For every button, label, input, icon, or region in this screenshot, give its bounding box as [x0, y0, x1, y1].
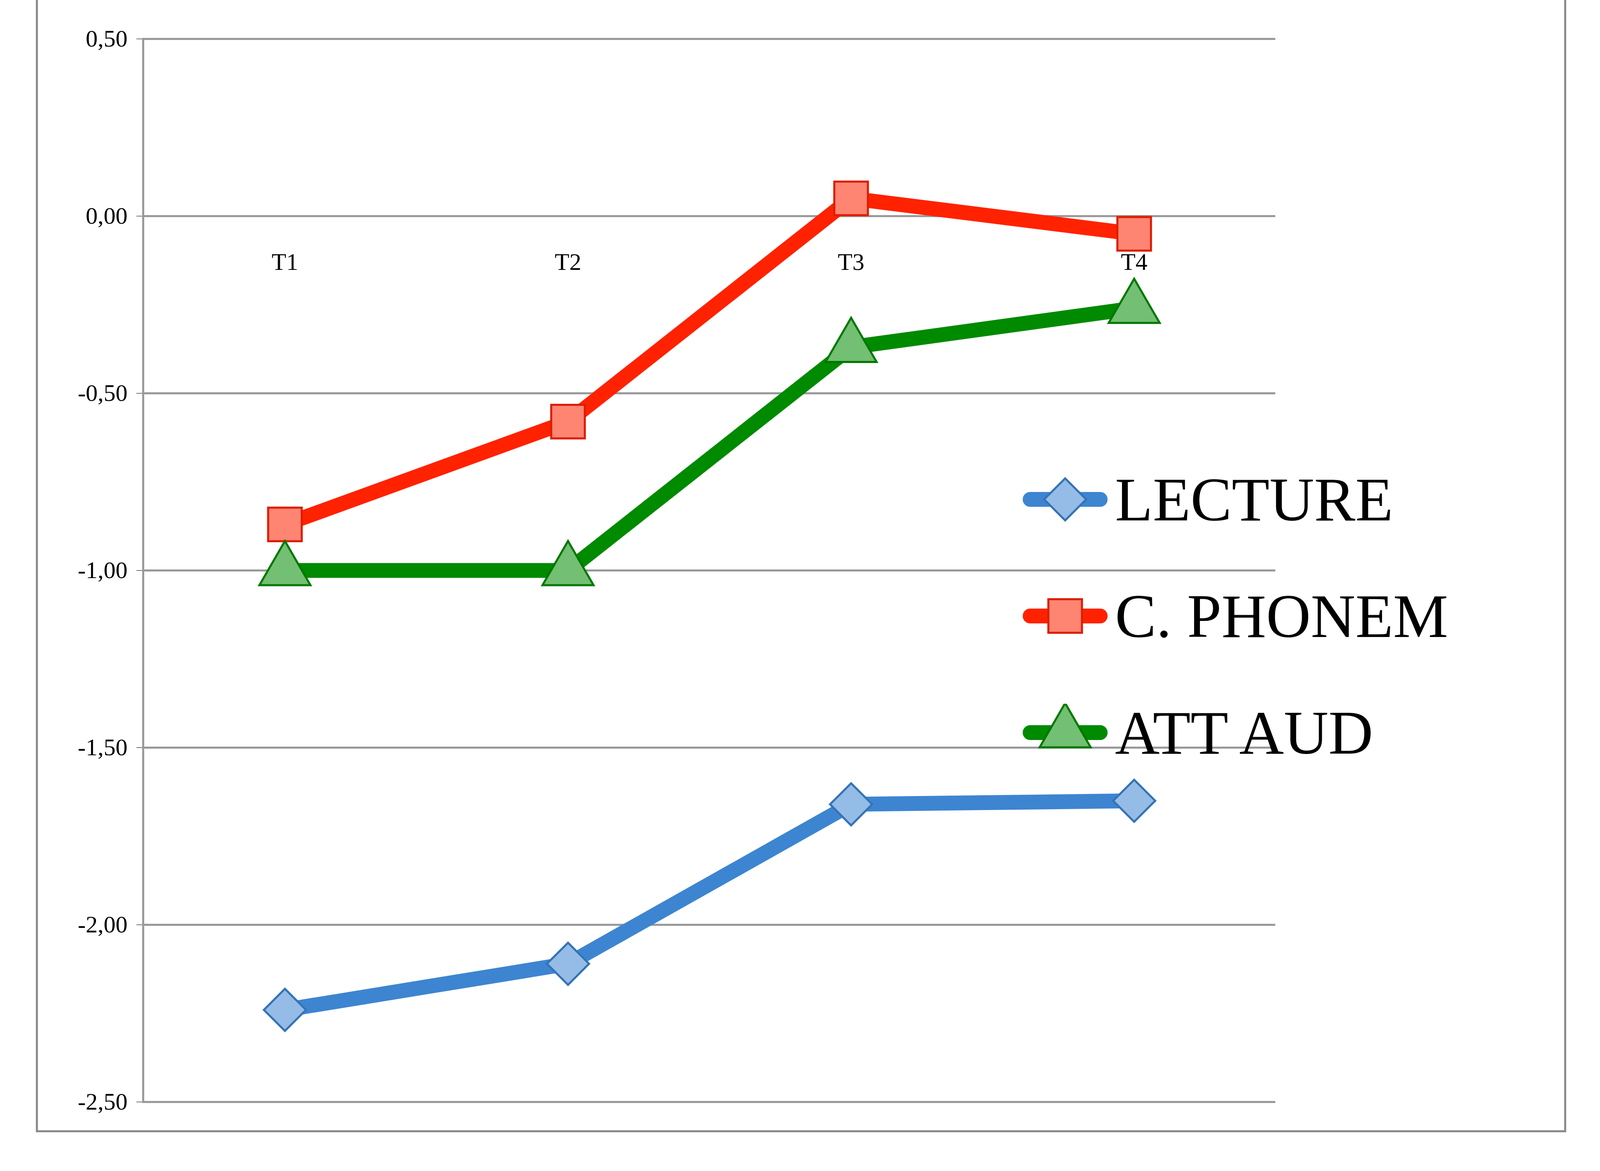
html-text:C. PHONEM: C. PHONEM [1115, 581, 1449, 651]
svg-text:T2: T2 [554, 248, 581, 276]
svg-text:-0,50: -0,50 [77, 379, 128, 407]
svg-text:0,50: 0,50 [85, 25, 128, 52]
svg-text:T3: T3 [837, 248, 865, 276]
html-text:ATT AUD: ATT AUD [1115, 698, 1374, 767]
html-text:LECTURE: LECTURE [1115, 465, 1394, 534]
svg-text:-2,50: -2,50 [77, 1088, 128, 1116]
svg-text:-1,50: -1,50 [77, 733, 128, 761]
svg-text:0,00: 0,00 [85, 202, 128, 230]
svg-text:T4: T4 [1120, 248, 1148, 276]
svg-text:-2,00: -2,00 [77, 911, 128, 938]
svg-text:-1,00: -1,00 [77, 556, 128, 584]
svg-text:T1: T1 [271, 248, 298, 276]
